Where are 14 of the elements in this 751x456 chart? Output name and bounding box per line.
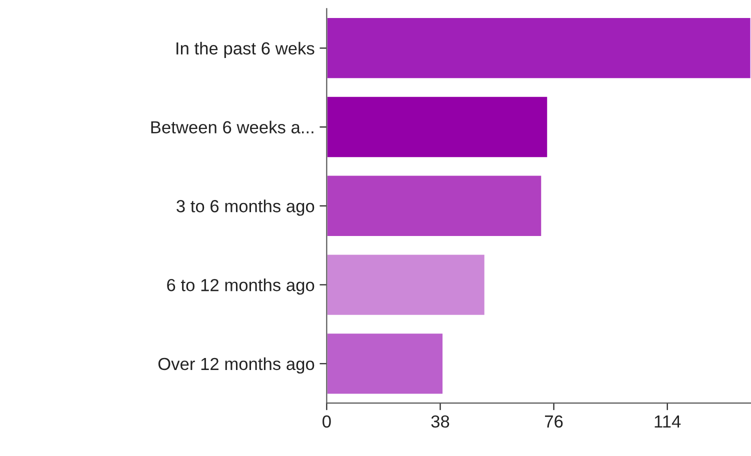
bar bbox=[326, 174, 543, 238]
y-tick-label: Between 6 weeks a... bbox=[151, 120, 314, 134]
x-tick-label: 76 bbox=[545, 415, 563, 428]
bar bbox=[326, 332, 444, 396]
bar bbox=[326, 96, 548, 158]
y-tick-label: In the past 6 weks bbox=[176, 42, 314, 58]
x-tick-label: 114 bbox=[654, 416, 681, 428]
y-tick-label: Over 12 months ago bbox=[158, 357, 314, 374]
y-tick-label: 6 to 12 months ago bbox=[167, 278, 314, 295]
bar bbox=[326, 253, 486, 316]
x-tick-label: 0 bbox=[322, 415, 331, 428]
x-tick-label: 38 bbox=[431, 415, 450, 428]
y-tick-label: 3 to 6 months ago bbox=[176, 200, 314, 216]
bar bbox=[326, 16, 751, 80]
